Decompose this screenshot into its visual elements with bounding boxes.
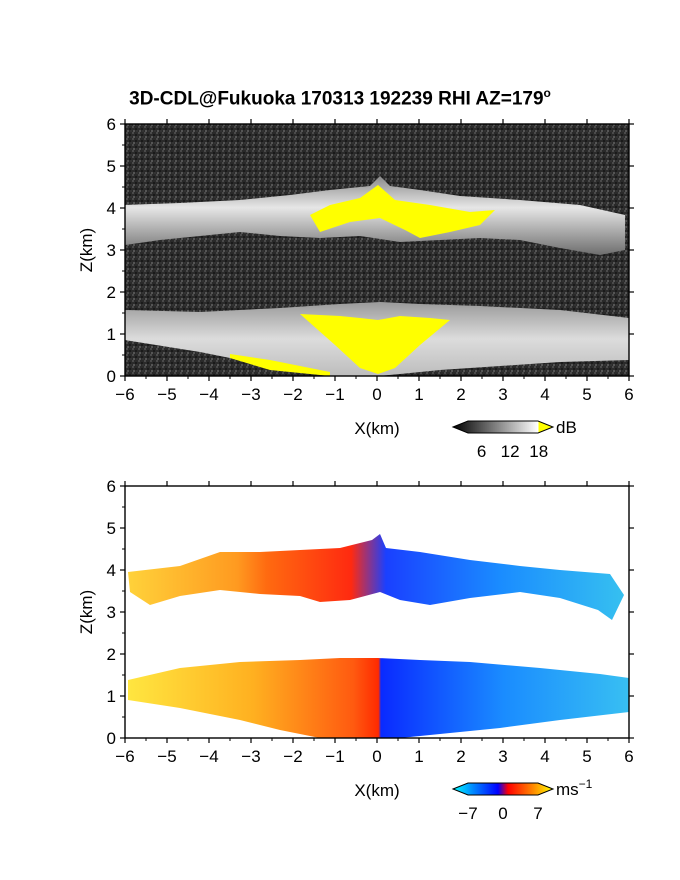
velocity-colorbar-bar [451,782,555,796]
x-tick-label: 1 [414,747,423,766]
velocity-panel: −6 −5 −4 −3 −2 −1 0 1 2 3 4 5 6 0 1 2 3 4 5 6 X(km) Z(km) m… [77,477,634,823]
y-tick-label: 3 [107,603,116,622]
y-tick-label: 6 [107,115,116,134]
reflectivity-colorbar-bar [451,420,555,434]
x-tick-label: 3 [498,747,507,766]
x-tick-label: 3 [498,385,507,404]
velocity-xlabel: X(km) [354,781,399,800]
x-tick-label: −1 [325,747,344,766]
x-tick-label: −3 [241,747,260,766]
colorbar-tick-label: 0 [498,804,507,823]
page-title: 3D-CDL@Fukuoka 170313 192239 RHI AZ=179o [129,86,551,110]
x-tick-label: −4 [199,385,218,404]
y-tick-label: 2 [107,645,116,664]
x-tick-label: 2 [456,747,465,766]
y-tick-label: 4 [107,561,116,580]
reflectivity-xlabel: X(km) [354,419,399,438]
y-tick-label: 1 [107,687,116,706]
x-tick-label: 0 [372,385,381,404]
x-tick-label: 5 [582,385,591,404]
y-tick-label: 6 [107,477,116,496]
x-tick-label: 2 [456,385,465,404]
y-tick-label: 0 [107,729,116,748]
lower-layer-highlight [300,314,450,374]
reflectivity-field [125,124,629,376]
y-tick-label: 5 [107,157,116,176]
x-tick-label: −6 [115,385,134,404]
colorbar-tick-label: 6 [477,442,486,461]
x-tick-label: 1 [414,385,423,404]
x-tick-label: 0 [372,747,381,766]
colorbar-tick-label: 18 [529,442,548,461]
x-tick-label: −2 [283,747,302,766]
x-tick-label: −5 [157,385,176,404]
reflectivity-colorbar-unit: dB [556,418,577,437]
upper-cloud-highlight [310,185,495,238]
x-tick-label: −6 [115,747,134,766]
ground-clutter [230,354,330,376]
x-tick-label: 6 [624,385,633,404]
velocity-colorbar: ms−1 −7 0 7 [451,777,593,823]
x-tick-label: −2 [283,385,302,404]
y-tick-label: 2 [107,283,116,302]
velocity-axes: −6 −5 −4 −3 −2 −1 0 1 2 3 4 5 6 0 1 2 3 4 5 6 [107,477,634,766]
velocity-field [125,486,629,738]
x-tick-label: 4 [540,385,549,404]
colorbar-tick-label: 12 [501,442,520,461]
velocity-colorbar-ticks: −7 0 7 [458,804,542,823]
x-tick-label: 4 [540,747,549,766]
reflectivity-colorbar-ticks: 6 12 18 [477,442,548,461]
y-tick-label: 3 [107,241,116,260]
x-tick-label: −5 [157,747,176,766]
colorbar-tick-label: 7 [533,804,542,823]
x-tick-label: −3 [241,385,260,404]
y-tick-label: 1 [107,325,116,344]
velocity-upper-cloud [128,534,624,620]
reflectivity-ylabel: Z(km) [77,228,96,272]
x-tick-label: 5 [582,747,591,766]
reflectivity-colorbar: dB 6 12 18 [451,418,577,461]
x-tick-label: 6 [624,747,633,766]
x-tick-label: −1 [325,385,344,404]
colorbar-tick-label: −7 [458,804,477,823]
y-tick-label: 4 [107,199,116,218]
velocity-colorbar-unit: ms−1 [556,777,593,799]
y-tick-label: 0 [107,367,116,386]
reflectivity-axes: −6 −5 −4 −3 −2 −1 0 1 2 3 4 5 6 0 1 2 3 4 5 6 [107,115,634,404]
velocity-lower-layer [128,658,629,738]
y-tick-label: 5 [107,519,116,538]
x-tick-label: −4 [199,747,218,766]
velocity-ylabel: Z(km) [77,590,96,634]
